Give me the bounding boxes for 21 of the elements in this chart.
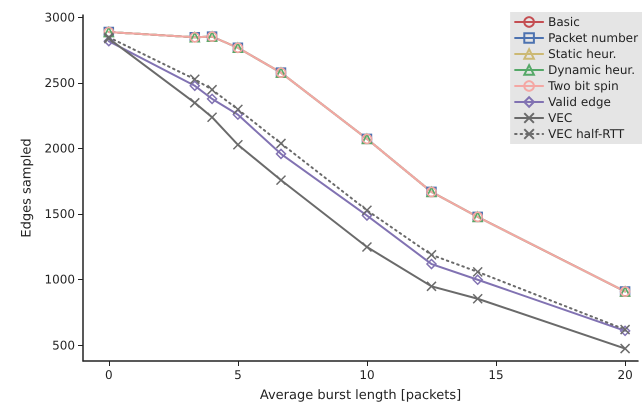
legend-label: Dynamic heur.: [548, 63, 636, 77]
y-tick-label: 2500: [44, 76, 75, 90]
x-tick-label: 0: [104, 368, 113, 382]
legend-label: Static heur.: [548, 47, 616, 61]
legend-label: Valid edge: [548, 95, 611, 109]
legend-label: Packet number: [548, 31, 638, 45]
x-tick-label: 5: [234, 368, 242, 382]
y-tick-label: 3000: [44, 10, 75, 25]
x-tick-label: 20: [617, 368, 633, 382]
x-axis-title: Average burst length [packets]: [260, 388, 462, 403]
y-tick-label: 500: [52, 338, 75, 352]
legend-label: VEC half-RTT: [548, 127, 625, 141]
y-tick-label: 2000: [44, 142, 75, 156]
y-axis-title: Edges sampled: [20, 138, 35, 238]
legend-label: VEC: [548, 111, 572, 125]
legend-label: Basic: [548, 15, 580, 29]
legend-label: Two bit spin: [547, 79, 619, 93]
y-tick-label: 1500: [44, 207, 75, 222]
x-tick-label: 15: [488, 368, 504, 382]
y-tick-label: 1000: [44, 272, 75, 287]
x-tick-label: 10: [359, 368, 375, 382]
